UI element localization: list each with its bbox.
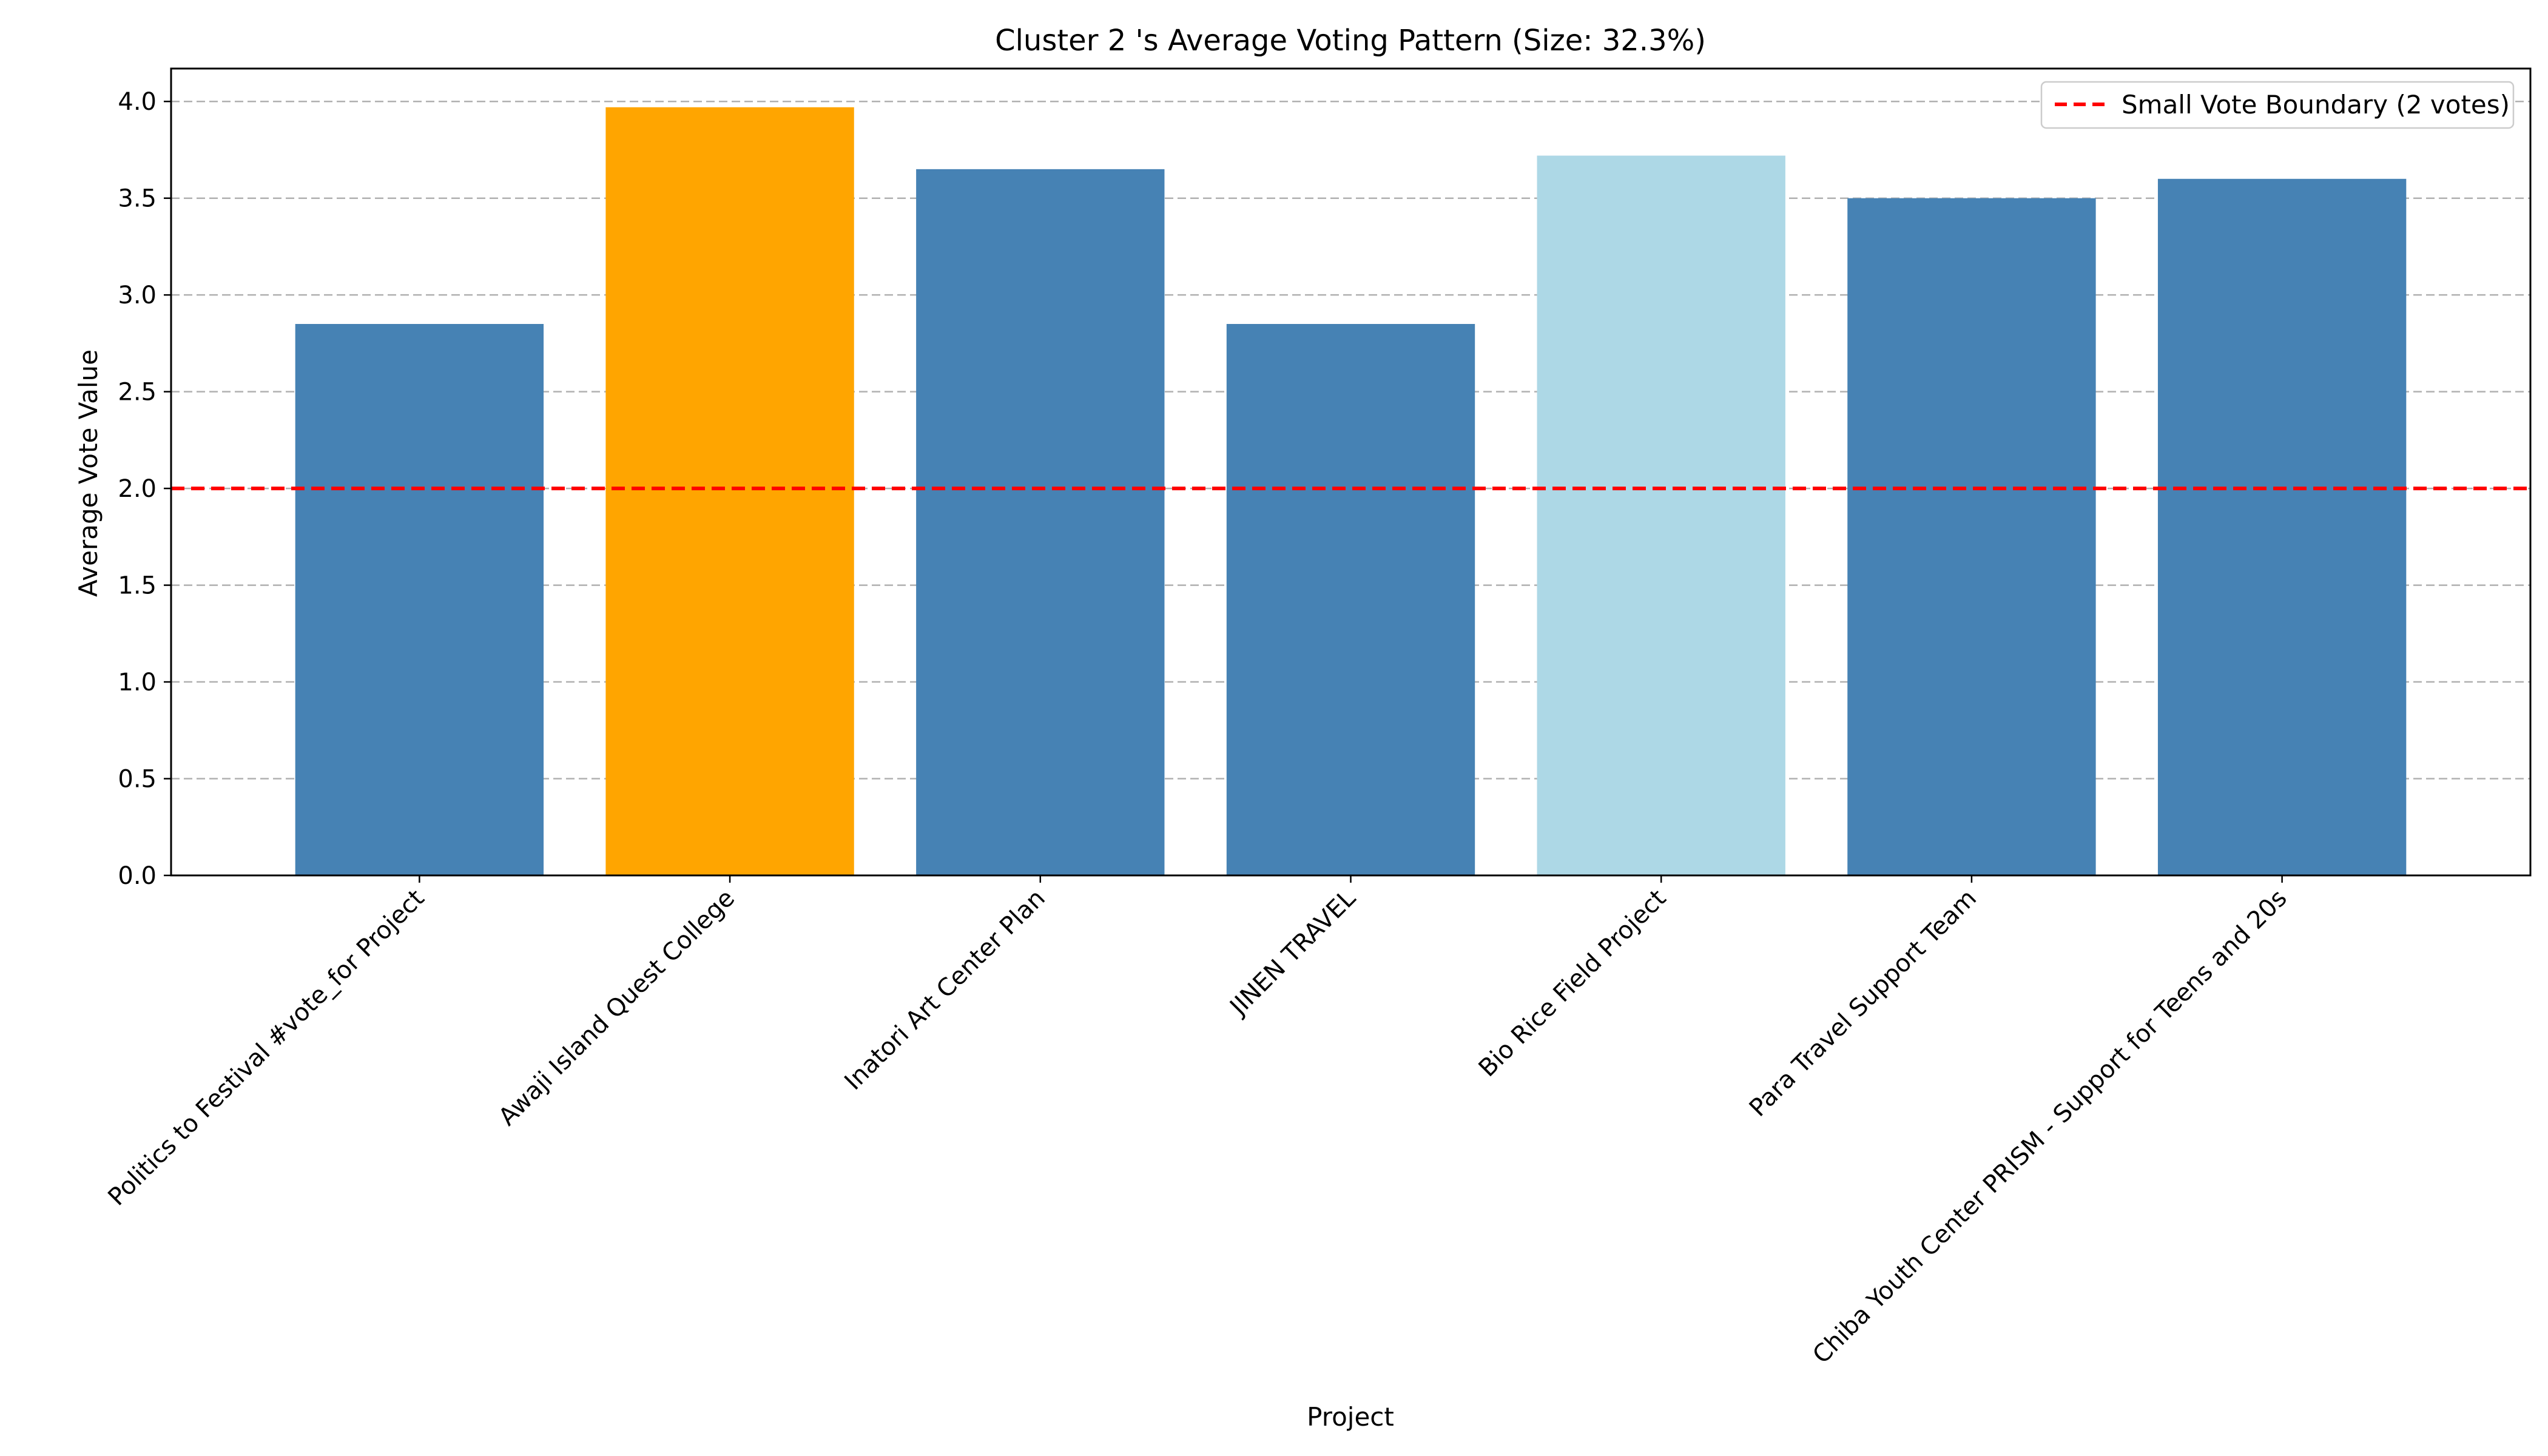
y-tick-label: 0.5 — [118, 766, 157, 794]
bar — [605, 107, 854, 876]
legend-label: Small Vote Boundary (2 votes) — [2122, 90, 2510, 120]
x-tick-label: Para Travel Support Team — [1744, 885, 1982, 1122]
y-tick-label: 3.5 — [118, 185, 157, 213]
x-axis-label: Project — [1307, 1402, 1394, 1432]
y-tick-label: 1.0 — [118, 669, 157, 696]
x-tick-label: Bio Rice Field Project — [1474, 885, 1672, 1083]
x-tick-label: Politics to Festival #vote_for Project — [103, 885, 430, 1212]
bars — [295, 107, 2407, 876]
y-axis-ticks: 0.0 0.5 1.0 1.5 2.0 2.5 3.0 3.5 4.0 — [118, 88, 171, 890]
bar — [1226, 324, 1475, 875]
y-tick-label: 2.0 — [118, 475, 157, 503]
chart-title: Cluster 2 's Average Voting Pattern (Siz… — [995, 24, 1706, 58]
bar — [295, 324, 544, 875]
x-tick-label: Inatori Art Center Plan — [839, 885, 1050, 1096]
legend-box — [2040, 81, 2515, 129]
x-tick-label: Awaji Island Quest College — [493, 885, 740, 1131]
y-tick-label: 1.5 — [118, 572, 157, 600]
bar — [2157, 178, 2407, 875]
y-axis-label: Average Vote Value — [73, 349, 103, 597]
legend: Small Vote Boundary (2 votes) — [2040, 81, 2515, 129]
y-tick-label: 3.0 — [118, 281, 157, 309]
bar — [1537, 155, 1785, 876]
y-tick-label: 2.5 — [118, 379, 157, 406]
x-axis-ticks: Politics to Festival #vote_for Project Aw… — [103, 875, 2293, 1369]
y-tick-label: 0.0 — [118, 862, 157, 890]
bar — [916, 169, 1165, 875]
y-tick-label: 4.0 — [118, 88, 157, 116]
x-tick-label: Chiba Youth Center PRISM - Support for T… — [1807, 885, 2292, 1369]
x-tick-label: JINEN TRAVEL — [1224, 884, 1361, 1022]
bar — [1847, 198, 2096, 875]
